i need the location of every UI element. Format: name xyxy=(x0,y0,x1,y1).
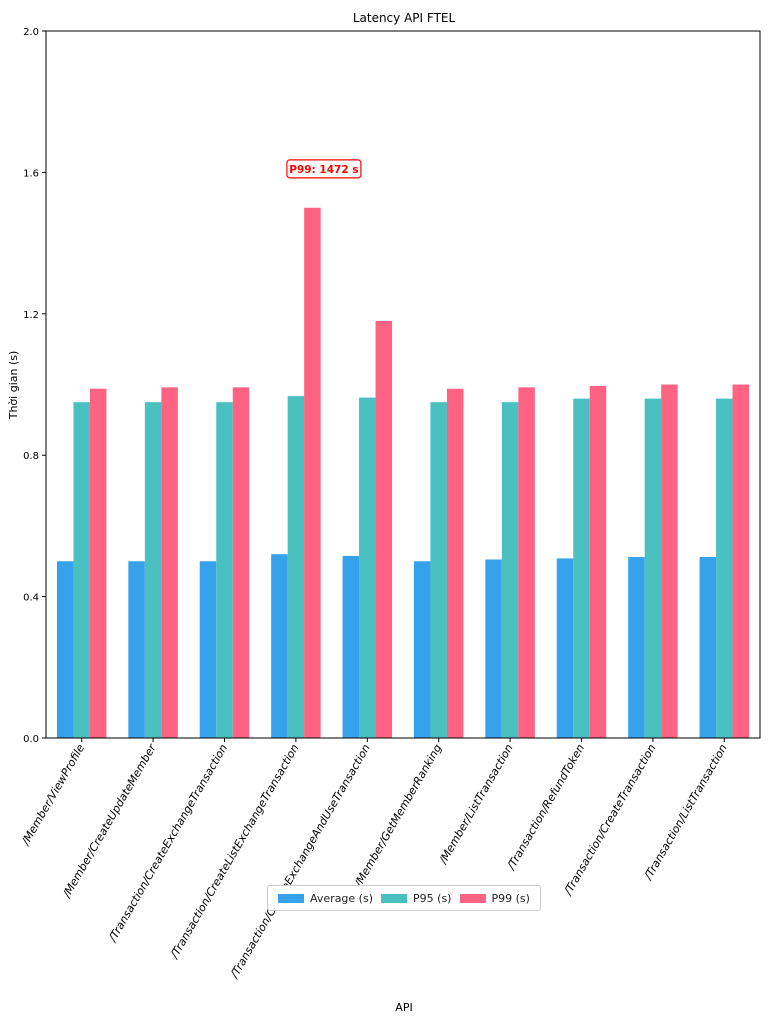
bar-p95-6 xyxy=(501,402,519,738)
legend-label-p99: P99 (s) xyxy=(491,891,530,905)
bar-p95-7 xyxy=(573,398,590,738)
bar-p99-2 xyxy=(232,387,250,738)
legend-item-p99: P99 (s) xyxy=(459,891,530,905)
legend-label-p95: P95 (s) xyxy=(413,891,452,905)
y-tick-label: 1.2 xyxy=(23,310,39,321)
bars-group xyxy=(56,207,750,738)
y-tick-label: 0.8 xyxy=(23,451,39,462)
bar-p95-3 xyxy=(287,396,305,738)
bar-p95-5 xyxy=(430,402,447,738)
bar-p99-3 xyxy=(304,207,321,738)
bar-average-5 xyxy=(413,561,431,738)
y-tick-label: 2.0 xyxy=(23,27,39,38)
bar-p99-7 xyxy=(589,385,607,738)
bar-p95-0 xyxy=(73,402,90,738)
legend-item-p95: P95 (s) xyxy=(381,892,451,905)
x-tick-label: /Transaction/ListTransaction xyxy=(641,742,730,883)
x-tick-label: /Member/ViewProfile xyxy=(19,742,88,848)
bar-average-3 xyxy=(271,554,288,738)
chart-legend: Average (s) P95 (s) P99 (s) xyxy=(267,885,541,911)
x-axis-label: API xyxy=(395,1001,412,1014)
bar-average-4 xyxy=(342,555,360,738)
legend-swatch-p99 xyxy=(459,893,486,903)
bar-p95-2 xyxy=(216,402,233,738)
legend-label-average: Average (s) xyxy=(310,891,373,905)
bar-p95-1 xyxy=(144,402,162,738)
bar-average-1 xyxy=(128,561,145,738)
bar-average-2 xyxy=(199,561,217,738)
bar-p99-8 xyxy=(661,384,678,738)
plot-frame xyxy=(45,30,761,739)
axes-group xyxy=(45,30,761,739)
bar-average-8 xyxy=(628,557,645,738)
x-tick-label: /Transaction/CreateExchangeTransaction xyxy=(106,742,231,945)
chart-title: Latency API FTEL xyxy=(353,11,456,25)
bar-p99-1 xyxy=(161,387,178,738)
annotation-group: P99: 1472 s xyxy=(286,159,362,179)
x-tick-label: /Transaction/CreateExchangeAndUseTransac… xyxy=(227,742,373,981)
y-tick-label: 1.6 xyxy=(23,168,39,179)
bar-p95-4 xyxy=(359,397,376,738)
bar-p95-8 xyxy=(644,398,662,738)
x-tick-label: /Member/GetMemberRanking xyxy=(351,742,444,890)
y-tick-label: 0.0 xyxy=(23,734,39,745)
bar-p99-9 xyxy=(732,384,750,738)
x-tick-label: /Transaction/RefundToken xyxy=(504,742,587,873)
bar-p99-0 xyxy=(89,388,107,738)
annotation-label: P99: 1472 s xyxy=(289,164,358,176)
bar-average-7 xyxy=(556,558,574,738)
bar-p95-9 xyxy=(716,398,733,738)
bar-average-9 xyxy=(699,557,717,738)
legend-item-average: Average (s) xyxy=(278,892,373,905)
bar-p99-6 xyxy=(518,387,535,738)
y-tick-label: 0.4 xyxy=(23,593,39,604)
bar-p99-4 xyxy=(375,320,393,738)
legend-swatch-average xyxy=(278,893,305,903)
annotation-box xyxy=(286,159,362,179)
x-tick-label: /Member/ListTransaction xyxy=(436,742,516,867)
bar-p99-5 xyxy=(446,388,464,738)
bar-average-0 xyxy=(56,561,74,738)
bar-average-6 xyxy=(485,559,502,738)
y-axis-label: Thời gian (s) xyxy=(7,351,20,421)
legend-swatch-p95 xyxy=(381,893,408,903)
x-tick-label: /Transaction/CreateListExchangeTransacti… xyxy=(167,742,301,961)
